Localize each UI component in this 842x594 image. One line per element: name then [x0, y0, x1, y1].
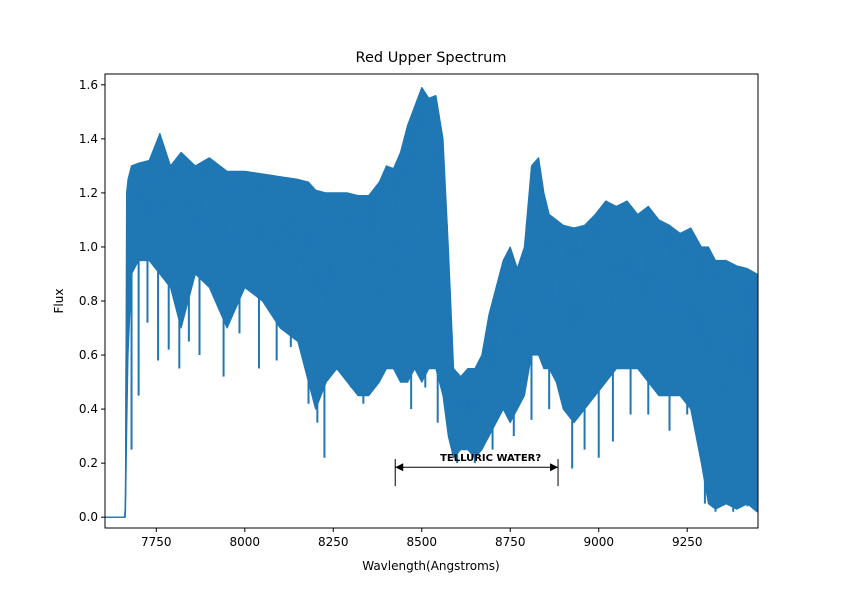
telluric-annotation: TELLURIC WATER? [394, 453, 559, 487]
chart-title: Red Upper Spectrum [356, 50, 507, 66]
y-axis: 0.0 0.2 0.4 0.6 0.8 1.0 1.2 1.4 1.6 [79, 78, 105, 524]
x-tick-label-9000: 9000 [583, 535, 614, 549]
y-tick-label-1.2: 1.2 [79, 186, 98, 200]
x-tick-label-8250: 8250 [318, 535, 349, 549]
plot-area [105, 86, 758, 518]
x-tick-label-8750: 8750 [495, 535, 526, 549]
x-tick-label-9250: 9250 [672, 535, 703, 549]
y-tick-label-1: 1.0 [79, 240, 98, 254]
y-axis-label: Flux [52, 289, 66, 314]
x-tick-label-8500: 8500 [406, 535, 437, 549]
y-tick-label-0.8: 0.8 [79, 294, 98, 308]
flux-series-line [105, 95, 758, 518]
x-tick-label-7750: 7750 [141, 535, 172, 549]
y-tick-label-0.4: 0.4 [79, 402, 98, 416]
y-tick-label-1.6: 1.6 [79, 78, 98, 92]
y-tick-label-0.6: 0.6 [79, 348, 98, 362]
y-tick-label-0.2: 0.2 [79, 456, 98, 470]
x-axis-label: Wavlength(Angstroms) [362, 559, 500, 573]
y-tick-label-1.4: 1.4 [79, 132, 98, 146]
y-tick-label-0: 0.0 [79, 510, 98, 524]
annotation-left-arrow [395, 463, 404, 472]
x-tick-label-8000: 8000 [230, 535, 261, 549]
annotation-right-arrow [550, 463, 559, 472]
annotation-text: TELLURIC WATER? [440, 453, 541, 464]
x-axis: 7750 8000 8250 8500 8750 9000 9250 [141, 528, 702, 549]
